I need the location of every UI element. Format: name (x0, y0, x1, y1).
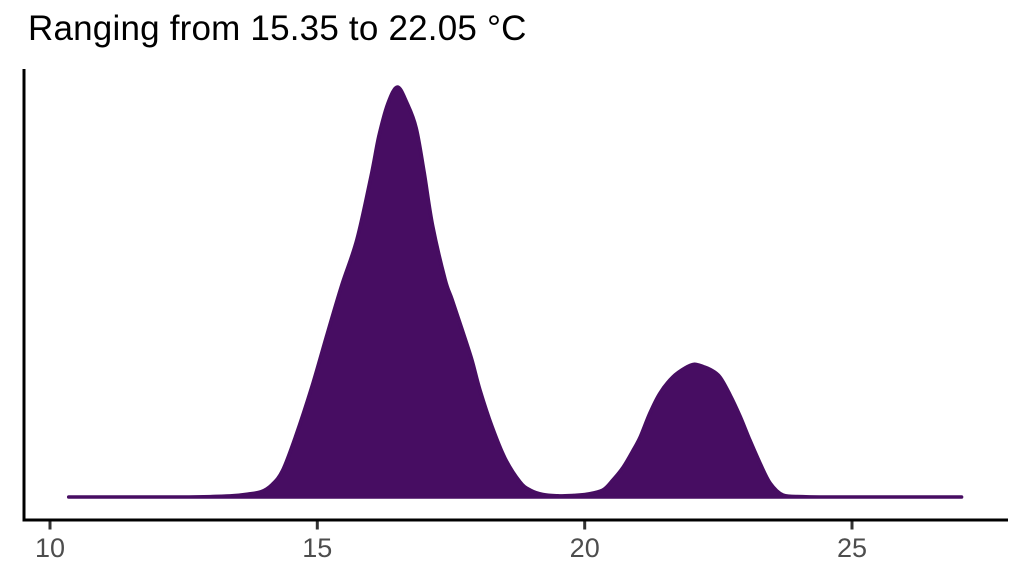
x-axis-tick-label: 15 (302, 533, 332, 563)
chart-title: Ranging from 15.35 to 22.05 °C (28, 9, 527, 48)
density-area (66, 85, 964, 499)
x-axis-tick-label: 10 (35, 533, 65, 563)
x-axis-tick-label: 25 (837, 533, 867, 563)
x-axis-tick-label: 20 (570, 533, 600, 563)
